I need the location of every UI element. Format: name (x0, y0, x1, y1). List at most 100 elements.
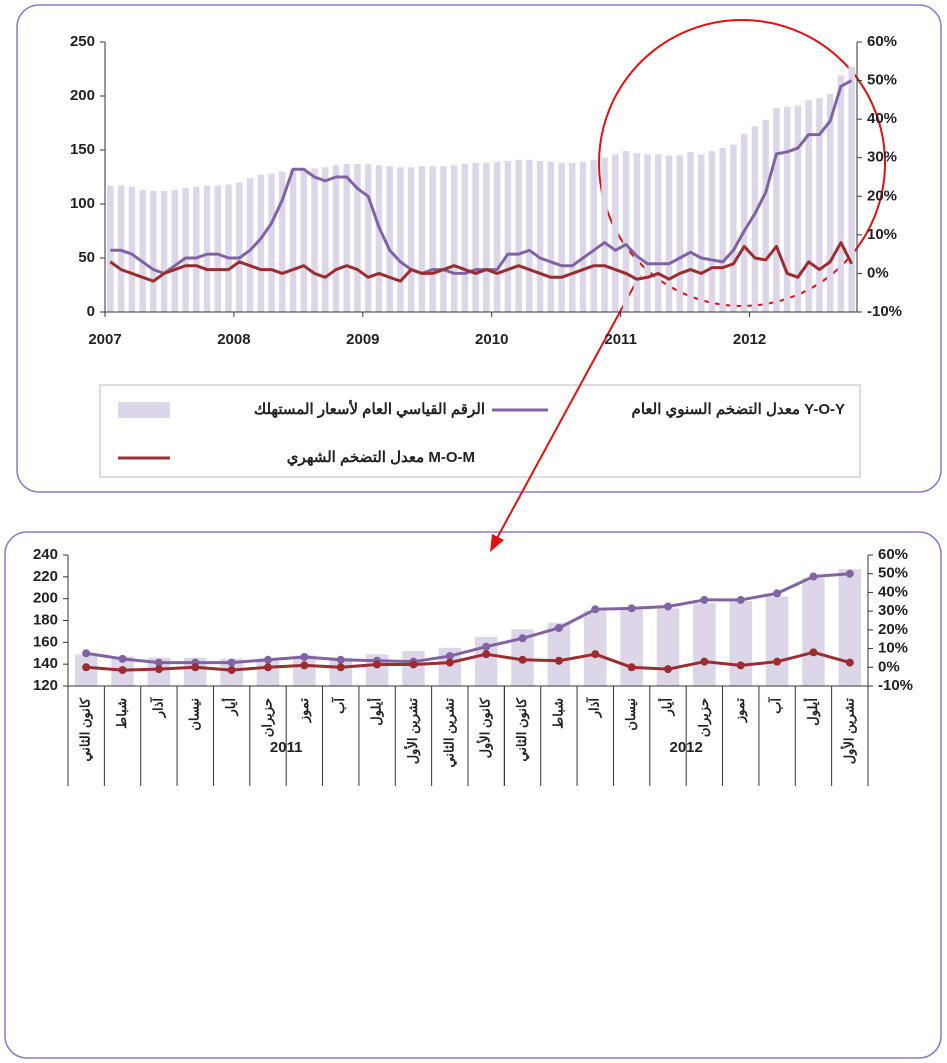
bar (762, 119, 769, 312)
y2-tick-label: 30% (878, 602, 908, 619)
bar (354, 164, 361, 312)
x-tick-label: آب (331, 697, 347, 714)
bar (214, 185, 222, 312)
marker (264, 655, 272, 664)
bar (150, 191, 157, 312)
marker (518, 634, 527, 643)
bar (740, 133, 748, 312)
bar (171, 189, 179, 312)
x-tick-label: 2011 (604, 331, 637, 348)
bar (633, 153, 640, 312)
bar (751, 126, 759, 313)
marker (336, 655, 345, 664)
bar (300, 168, 307, 312)
marker (591, 605, 600, 614)
panel-border (4, 531, 942, 1059)
x-tick-label: أيلول (804, 698, 821, 726)
y-tick-label: 160 (33, 633, 58, 650)
bar (590, 159, 598, 312)
y2-tick-label: 10% (867, 226, 897, 243)
bar (364, 164, 372, 312)
y-tick-label: 100 (70, 195, 95, 212)
y2-tick-label: -10% (867, 303, 902, 320)
x-tick-label: تشرين الأول (840, 698, 857, 765)
bar (329, 657, 352, 686)
bar (293, 655, 316, 686)
group-label: 2011 (270, 739, 303, 756)
marker (373, 660, 382, 669)
y2-tick-label: 0% (878, 658, 900, 675)
y2-tick-label: 20% (867, 187, 897, 204)
bar (816, 98, 823, 312)
arrow (495, 274, 641, 541)
marker (227, 658, 236, 667)
marker (809, 572, 818, 581)
y-tick-label: 240 (33, 546, 58, 563)
y2-tick-label: 50% (878, 565, 908, 582)
bar (289, 169, 297, 312)
y2-tick-label: 30% (867, 149, 897, 166)
line (109, 241, 853, 283)
x-tick-label: تموز (732, 698, 748, 724)
x-tick-label: أيار (658, 698, 675, 717)
y2-tick-label: 40% (878, 583, 908, 600)
x-tick-label: آذار (586, 697, 603, 719)
bar (579, 161, 587, 312)
bar (526, 159, 533, 312)
y-tick-label: 140 (33, 655, 58, 672)
y-tick-label: 150 (70, 141, 95, 158)
bar (472, 162, 479, 312)
marker (809, 648, 818, 657)
x-tick-label: 2009 (346, 331, 379, 348)
bar (182, 187, 189, 312)
x-tick-label: 2012 (733, 331, 766, 348)
bar (279, 171, 286, 312)
y2-tick-label: -10% (878, 677, 913, 694)
marker (627, 663, 636, 672)
x-tick-label: 2010 (475, 331, 508, 348)
marker (300, 661, 309, 670)
x-tick-label: حزيران (696, 698, 712, 737)
marker (554, 656, 563, 665)
bar (193, 186, 200, 312)
marker (154, 665, 163, 674)
marker (845, 658, 854, 667)
bar (708, 151, 716, 312)
bar (322, 167, 329, 312)
bar (838, 569, 862, 686)
x-tick-label: 2008 (217, 331, 250, 348)
bar (332, 165, 340, 312)
x-tick-label: تموز (296, 698, 312, 724)
bar (397, 167, 404, 312)
bar (160, 191, 168, 312)
marker (82, 649, 91, 658)
marker (154, 658, 163, 667)
bar (687, 152, 694, 312)
y-tick-label: 120 (33, 677, 58, 694)
legend-label: معدل التضخم الشهري M-O-M (287, 449, 475, 467)
y2-tick-label: 0% (867, 264, 889, 281)
y-tick-label: 200 (70, 87, 95, 104)
marker (773, 589, 782, 598)
line (85, 572, 850, 665)
marker (264, 663, 272, 672)
marker (336, 663, 345, 672)
bar (644, 154, 651, 312)
marker (591, 650, 600, 659)
bar (584, 610, 607, 686)
legend-box (99, 384, 861, 478)
line (110, 79, 853, 275)
bar (655, 154, 662, 312)
y2-tick-label: 40% (867, 110, 897, 127)
bar (794, 105, 802, 312)
x-tick-label: آذار (149, 697, 166, 719)
group-label: 2012 (669, 739, 702, 756)
marker (554, 623, 563, 632)
y2-tick-label: 50% (867, 72, 897, 89)
bar (826, 93, 834, 312)
bar (783, 106, 791, 312)
marker (518, 655, 527, 664)
x-tick-label: تشرين الثاني (441, 698, 457, 768)
y2-tick-label: 60% (867, 33, 897, 50)
